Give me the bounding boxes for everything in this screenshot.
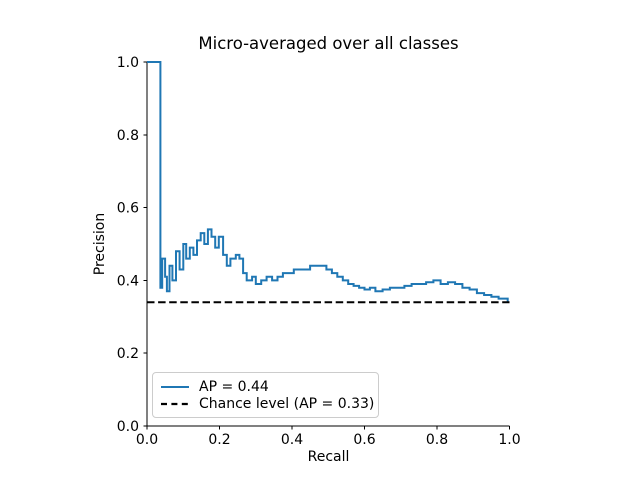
legend-item-ap: AP = 0.44 <box>160 379 369 395</box>
chart-title: Micro-averaged over all classes <box>198 34 459 53</box>
x-tick-label: 0.0 <box>136 432 158 448</box>
pr-curve-line <box>147 61 509 303</box>
legend-item-chance: Chance level (AP = 0.33) <box>160 396 374 412</box>
y-axis-label: Precision <box>92 212 108 276</box>
dashed-line-icon <box>161 402 189 406</box>
y-tick-label: 0.4 <box>117 273 139 289</box>
legend-label-chance: Chance level (AP = 0.33) <box>199 396 375 412</box>
legend: AP = 0.44 Chance level (AP = 0.33) <box>152 372 379 418</box>
y-tick-label: 0.2 <box>117 346 139 362</box>
y-tick-label: 0.6 <box>117 201 139 217</box>
y-tick-label: 1.0 <box>117 55 139 71</box>
x-tick-label: 0.4 <box>281 432 303 448</box>
x-axis-label: Recall <box>307 449 350 465</box>
legend-label-ap: AP = 0.44 <box>199 379 269 395</box>
x-tick-label: 0.6 <box>353 432 375 448</box>
x-tick-label: 0.8 <box>426 432 448 448</box>
y-tick-label: 0.8 <box>117 128 139 144</box>
x-tick-label: 0.2 <box>208 432 230 448</box>
y-tick-label: 0.0 <box>117 419 139 435</box>
solid-line-icon <box>161 386 189 388</box>
x-tick-label: 1.0 <box>498 432 520 448</box>
